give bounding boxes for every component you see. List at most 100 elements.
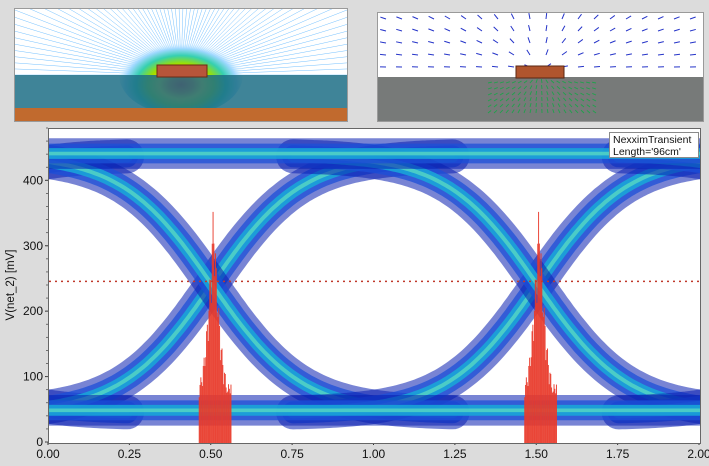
histogram-bar xyxy=(209,279,211,443)
histogram-bar xyxy=(546,350,548,443)
histogram-bar xyxy=(210,279,212,443)
substrate-arrow xyxy=(517,91,522,96)
histogram-bar xyxy=(226,392,228,443)
substrate-arrow xyxy=(511,86,516,90)
substrate-arrow xyxy=(562,86,567,90)
substrate-arrow xyxy=(586,110,591,114)
substrate-arrow xyxy=(487,87,492,90)
substrate-arrow xyxy=(546,108,549,114)
field-arrow xyxy=(657,16,664,20)
histogram-bar xyxy=(221,348,223,443)
field-arrow xyxy=(561,51,568,56)
field-arrow xyxy=(657,41,664,44)
field-arrow xyxy=(641,40,648,44)
histogram-bar xyxy=(547,348,549,443)
substrate-arrow xyxy=(529,91,532,96)
substrate-arrow xyxy=(574,92,579,96)
field-arrow xyxy=(444,53,451,56)
histogram-bar xyxy=(529,366,531,443)
field-arrow xyxy=(528,13,531,20)
histogram-bar xyxy=(536,302,538,443)
field-vectors xyxy=(379,13,697,68)
x-tick-label: 2.00 xyxy=(687,447,709,461)
histogram-bar xyxy=(215,268,217,443)
field-arrow xyxy=(689,53,697,56)
field-arrow xyxy=(528,25,531,32)
field-arrow xyxy=(593,52,600,56)
histogram-bar xyxy=(223,384,225,443)
substrate-arrow xyxy=(499,109,504,114)
histogram-bar xyxy=(534,279,536,443)
histogram-bar xyxy=(206,324,208,443)
substrate-arrow xyxy=(586,92,591,96)
substrate-arrow xyxy=(580,98,585,102)
field-arrow xyxy=(673,41,680,44)
substrate-arrow xyxy=(586,81,591,84)
histogram-bar xyxy=(206,331,208,443)
substrate-arrow xyxy=(493,92,498,96)
histogram-bar xyxy=(552,391,554,443)
x-tick-label: 0.50 xyxy=(199,447,223,461)
x-tick-label: 1.00 xyxy=(362,447,386,461)
substrate-arrow xyxy=(517,97,521,102)
histogram-bar xyxy=(542,316,544,443)
x-tick-label: 0.75 xyxy=(280,447,304,461)
field-arrow xyxy=(545,37,548,44)
field-arrow xyxy=(657,28,664,32)
substrate-arrow xyxy=(574,109,579,114)
substrate-arrow xyxy=(493,87,498,90)
histogram-bar xyxy=(538,243,540,443)
field-arrow xyxy=(492,52,499,56)
field-arrow xyxy=(380,41,387,44)
field-arrow xyxy=(396,41,403,44)
field-arrow xyxy=(689,16,696,20)
jitter-histograms xyxy=(198,211,557,443)
field-magnitude-plot xyxy=(14,8,348,122)
histogram-bar xyxy=(205,357,207,443)
field-arrow xyxy=(577,39,584,44)
substrate-arrow xyxy=(580,81,585,84)
field-arrow xyxy=(545,49,549,56)
histogram-bar xyxy=(526,382,528,443)
substrate-arrow xyxy=(529,109,532,114)
substrate-arrow xyxy=(568,92,573,96)
y-tick-label: 0 xyxy=(36,435,43,449)
histogram-bar xyxy=(543,307,545,443)
field-arrow xyxy=(545,24,548,32)
substrate-arrow xyxy=(493,109,498,114)
substrate-arrow xyxy=(563,97,567,102)
field-arrow xyxy=(673,16,680,20)
substrate-arrow xyxy=(557,109,561,114)
eye-diagram-plot xyxy=(48,128,701,444)
field-arrow xyxy=(527,37,531,44)
field-vector-svg xyxy=(378,13,703,121)
substrate-arrow xyxy=(523,85,527,90)
histogram-bar xyxy=(217,316,219,443)
histogram-bar xyxy=(547,364,549,443)
substrate-arrow xyxy=(562,80,567,84)
substrate-arrow xyxy=(493,81,498,84)
substrate-arrow xyxy=(493,104,498,108)
field-arrow xyxy=(460,15,467,20)
y-tick-label: 100 xyxy=(23,370,43,384)
substrate-arrow xyxy=(586,104,591,108)
ground-plane xyxy=(15,108,347,121)
field-arrow xyxy=(689,28,696,32)
substrate-arrow xyxy=(493,98,498,102)
histogram-bar xyxy=(542,312,544,443)
y-axis-label: V(net_2) [mV] xyxy=(5,250,17,321)
field-arrow xyxy=(493,14,499,20)
x-tick-label: 0.25 xyxy=(118,447,142,461)
histogram-bar xyxy=(204,366,206,443)
substrate-arrow xyxy=(529,103,532,108)
histogram-bar xyxy=(219,325,221,443)
substrate-arrow xyxy=(568,86,573,90)
substrate-arrow xyxy=(505,81,510,84)
histogram-bar xyxy=(524,397,526,443)
substrate-arrow xyxy=(592,98,597,102)
y-tick-label: 300 xyxy=(23,239,43,253)
histogram-bar xyxy=(228,388,230,443)
substrate-arrow xyxy=(523,80,528,84)
substrate-arrow xyxy=(557,97,561,102)
substrate-arrow xyxy=(574,86,579,90)
